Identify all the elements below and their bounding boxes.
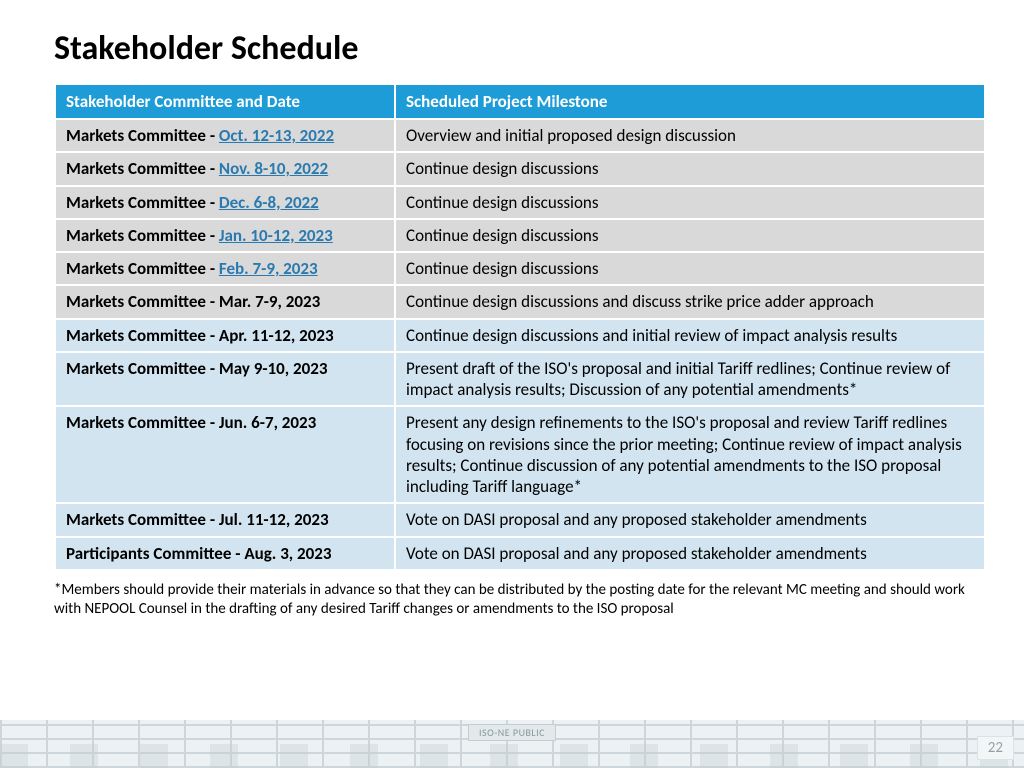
date-text: Jun. 6-7, 2023 — [219, 412, 316, 433]
committee-cell: Markets Committee - Apr. 11-12, 2023 — [55, 319, 395, 352]
schedule-table: Stakeholder Committee and Date Scheduled… — [54, 83, 986, 571]
committee-prefix: Markets Committee - — [66, 158, 219, 179]
footer-decoration: ISO-NE PUBLIC 22 — [0, 720, 1024, 768]
committee-cell: Markets Committee - May 9-10, 2023 — [55, 352, 395, 407]
table-row: Markets Committee - Nov. 8-10, 2022Conti… — [55, 152, 985, 185]
page-number: 22 — [977, 736, 1014, 760]
date-text: Aug. 3, 2023 — [244, 543, 331, 564]
table-row: Markets Committee - Apr. 11-12, 2023Cont… — [55, 319, 985, 352]
table-row: Markets Committee - Dec. 6-8, 2022Contin… — [55, 186, 985, 219]
footnote: *Members should provide their materials … — [54, 581, 986, 619]
milestone-cell: Continue design discussions — [395, 186, 985, 219]
table-row: Markets Committee - Feb. 7-9, 2023Contin… — [55, 252, 985, 285]
committee-prefix: Markets Committee - — [66, 325, 219, 346]
committee-prefix: Markets Committee - — [66, 509, 219, 530]
committee-cell: Markets Committee - Feb. 7-9, 2023 — [55, 252, 395, 285]
milestone-cell: Overview and initial proposed design dis… — [395, 119, 985, 152]
col2-header: Scheduled Project Milestone — [395, 84, 985, 119]
committee-prefix: Markets Committee - — [66, 291, 219, 312]
milestone-cell: Continue design discussions — [395, 219, 985, 252]
date-link[interactable]: Feb. 7-9, 2023 — [219, 258, 318, 279]
milestone-cell: Present any design refinements to the IS… — [395, 406, 985, 503]
committee-cell: Markets Committee - Oct. 12-13, 2022 — [55, 119, 395, 152]
committee-prefix: Markets Committee - — [66, 258, 219, 279]
date-text: Mar. 7-9, 2023 — [219, 291, 320, 312]
date-link[interactable]: Nov. 8-10, 2022 — [219, 158, 328, 179]
table-row: Markets Committee - Jun. 6-7, 2023Presen… — [55, 406, 985, 503]
committee-cell: Markets Committee - Jan. 10-12, 2023 — [55, 219, 395, 252]
table-row: Markets Committee - Oct. 12-13, 2022Over… — [55, 119, 985, 152]
committee-prefix: Markets Committee - — [66, 225, 219, 246]
milestone-cell: Continue design discussions — [395, 152, 985, 185]
committee-prefix: Markets Committee - — [66, 358, 219, 379]
committee-cell: Markets Committee - Nov. 8-10, 2022 — [55, 152, 395, 185]
date-link[interactable]: Oct. 12-13, 2022 — [219, 125, 334, 146]
committee-cell: Participants Committee - Aug. 3, 2023 — [55, 537, 395, 570]
committee-prefix: Markets Committee - — [66, 192, 219, 213]
milestone-cell: Continue design discussions and initial … — [395, 319, 985, 352]
date-link[interactable]: Dec. 6-8, 2022 — [219, 192, 319, 213]
committee-cell: Markets Committee - Mar. 7-9, 2023 — [55, 285, 395, 318]
col1-header: Stakeholder Committee and Date — [55, 84, 395, 119]
milestone-cell: Vote on DASI proposal and any proposed s… — [395, 537, 985, 570]
milestone-cell: Present draft of the ISO's proposal and … — [395, 352, 985, 407]
milestone-cell: Continue design discussions and discuss … — [395, 285, 985, 318]
table-row: Participants Committee - Aug. 3, 2023Vot… — [55, 537, 985, 570]
committee-prefix: Markets Committee - — [66, 412, 219, 433]
table-row: Markets Committee - Jul. 11-12, 2023Vote… — [55, 503, 985, 536]
date-text: Apr. 11-12, 2023 — [219, 325, 334, 346]
committee-cell: Markets Committee - Jun. 6-7, 2023 — [55, 406, 395, 503]
date-text: Jul. 11-12, 2023 — [219, 509, 329, 530]
page-title: Stakeholder Schedule — [54, 28, 986, 69]
committee-cell: Markets Committee - Dec. 6-8, 2022 — [55, 186, 395, 219]
table-row: Markets Committee - May 9-10, 2023Presen… — [55, 352, 985, 407]
table-row: Markets Committee - Mar. 7-9, 2023Contin… — [55, 285, 985, 318]
committee-cell: Markets Committee - Jul. 11-12, 2023 — [55, 503, 395, 536]
milestone-cell: Continue design discussions — [395, 252, 985, 285]
committee-prefix: Markets Committee - — [66, 125, 219, 146]
table-row: Markets Committee - Jan. 10-12, 2023Cont… — [55, 219, 985, 252]
footer-label: ISO-NE PUBLIC — [468, 724, 556, 741]
date-link[interactable]: Jan. 10-12, 2023 — [219, 225, 333, 246]
committee-prefix: Participants Committee - — [66, 543, 244, 564]
milestone-cell: Vote on DASI proposal and any proposed s… — [395, 503, 985, 536]
date-text: May 9-10, 2023 — [219, 358, 328, 379]
